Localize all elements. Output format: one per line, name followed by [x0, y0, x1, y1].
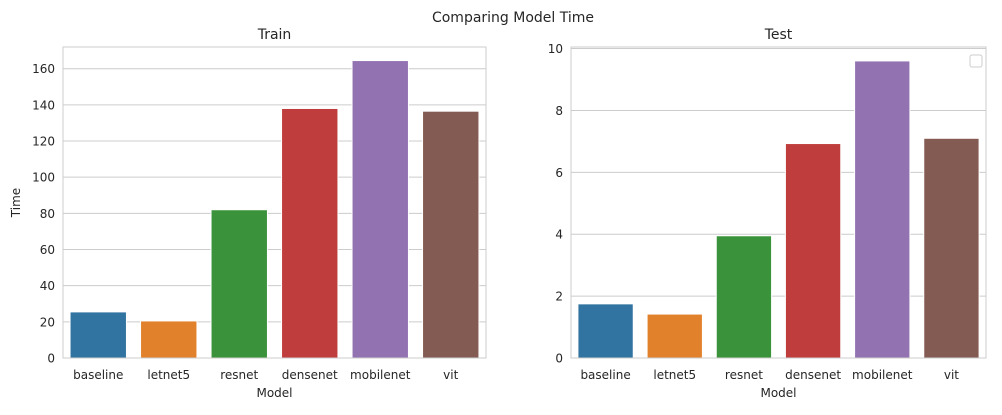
bar-mobilenet	[351, 60, 409, 359]
bar-vit	[422, 110, 480, 359]
x-tick-label: mobilenet	[852, 368, 913, 382]
x-tick-label: resnet	[220, 368, 258, 382]
y-tick-label: 80	[40, 207, 55, 221]
y-axis-label: Time	[9, 188, 23, 218]
figure-suptitle: Comparing Model Time	[432, 10, 594, 26]
bar-resnet	[210, 209, 268, 359]
bar-letnet5	[140, 320, 198, 359]
chart-0: 0 20 40 60 80 100 120 140 160 baseline letnet5 resn…	[9, 27, 487, 400]
y-tick-label: 60	[40, 243, 55, 257]
axes-frame	[570, 46, 987, 359]
bar-letnet5	[646, 313, 703, 359]
x-tick-label: baseline	[73, 368, 123, 382]
y-tick-label: 2	[555, 290, 563, 304]
x-tick-label: letnet5	[653, 368, 696, 382]
bar-densenet	[784, 143, 842, 359]
y-tick-label: 0	[555, 352, 563, 366]
axes-frame	[62, 46, 487, 359]
y-tick-label: 20	[40, 315, 55, 329]
x-axis-label: Model	[256, 386, 292, 400]
x-tick-label: vit	[944, 368, 959, 382]
y-tick-label: 160	[32, 62, 55, 76]
y-tick-label: 8	[555, 104, 563, 118]
y-tick-label: 6	[555, 166, 563, 180]
x-tick-label: vit	[443, 368, 458, 382]
x-tick-label: densenet	[785, 368, 841, 382]
y-tick-label: 140	[32, 98, 55, 112]
bar-baseline	[69, 311, 127, 359]
bar-densenet	[281, 107, 339, 359]
chart-title: Test	[764, 27, 793, 43]
y-tick-label: 0	[47, 352, 55, 366]
chart-1: 0 2 4 6 8 10 baseline letnet5 resnet densenet mobi…	[548, 27, 987, 400]
x-tick-label: baseline	[580, 368, 630, 382]
x-tick-label: resnet	[725, 368, 763, 382]
y-tick-label: 4	[555, 228, 563, 242]
y-tick-label: 120	[32, 135, 55, 149]
y-tick-label: 10	[548, 42, 563, 56]
bar-vit	[923, 137, 980, 359]
x-tick-label: mobilenet	[350, 368, 411, 382]
legend-box	[969, 54, 983, 68]
x-axis-label: Model	[760, 386, 796, 400]
x-tick-label: letnet5	[147, 368, 190, 382]
bar-resnet	[715, 235, 773, 359]
chart-title: Train	[257, 27, 292, 43]
bar-mobilenet	[854, 60, 911, 359]
y-tick-label: 100	[32, 171, 55, 185]
y-tick-label: 40	[40, 279, 55, 293]
x-tick-label: densenet	[282, 368, 338, 382]
bar-baseline	[577, 303, 634, 359]
